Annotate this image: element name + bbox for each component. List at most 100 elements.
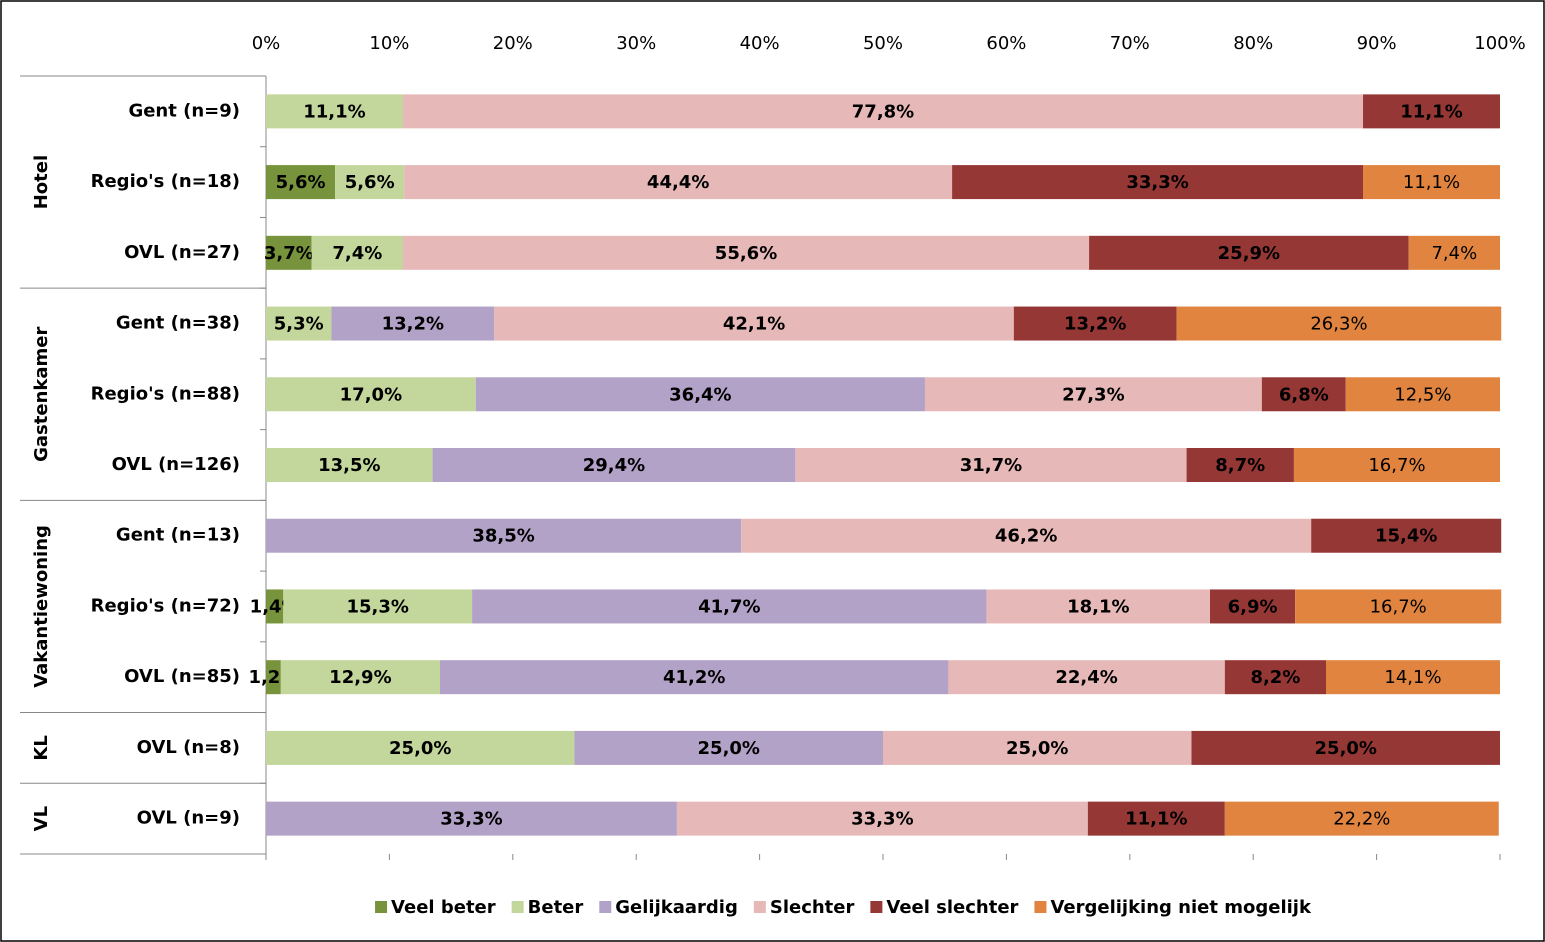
data-label: 13,2% <box>382 314 444 335</box>
y-tick-label: Regio's (n=72) <box>91 595 240 616</box>
bar-segment <box>404 165 953 200</box>
data-label: 33,3% <box>1126 172 1188 193</box>
x-tick-label: 0% <box>252 33 281 54</box>
group-label: VL <box>31 806 52 831</box>
bar-segment <box>1191 730 1500 765</box>
data-label: 77,8% <box>852 101 914 122</box>
bar-segment <box>1176 306 1502 341</box>
y-tick-label: Regio's (n=18) <box>91 171 240 192</box>
bar-segment <box>1089 235 1409 270</box>
group-label: KL <box>31 735 52 760</box>
data-label: 25,0% <box>389 738 451 759</box>
x-tick-label: 60% <box>986 33 1026 54</box>
bar-segment <box>335 165 405 200</box>
legend-item: Veel slechter <box>870 897 1019 918</box>
bar-segment <box>266 660 281 695</box>
bar-segment <box>1186 448 1294 482</box>
legend-swatch <box>511 901 524 913</box>
bar-segment <box>266 589 284 624</box>
x-tick-label: 50% <box>863 33 903 54</box>
data-label: 55,6% <box>715 243 777 264</box>
bar-segment <box>331 306 495 341</box>
legend-swatch <box>870 901 883 913</box>
bar-segment <box>1013 306 1177 341</box>
data-label: 5,3% <box>274 314 324 335</box>
bar-segment <box>432 448 796 482</box>
bar-segment <box>266 801 677 836</box>
data-label: 13,2% <box>1064 314 1126 335</box>
bar-segment <box>1261 377 1346 412</box>
legend-label: Beter <box>528 897 584 918</box>
bar-segment <box>883 730 1192 765</box>
data-label: 11,1% <box>1403 172 1460 193</box>
group-label: Hotel <box>31 155 52 209</box>
bar-segment <box>283 589 473 624</box>
bar-segment <box>266 94 403 129</box>
data-label: 7,4% <box>1431 243 1477 264</box>
bar-segment <box>311 235 403 270</box>
data-label: 15,4% <box>1375 526 1437 547</box>
bar-segment <box>266 235 312 270</box>
bar-segment <box>1087 801 1225 836</box>
bar-segment <box>439 660 949 695</box>
bar-segment <box>1326 660 1500 695</box>
data-label: 27,3% <box>1062 384 1124 405</box>
legend-swatch <box>1034 901 1047 913</box>
bar-segment <box>1363 165 1500 200</box>
data-label: 17,0% <box>340 384 402 405</box>
bar-segment <box>266 448 433 482</box>
data-label: 25,0% <box>1006 738 1068 759</box>
data-label: 22,2% <box>1333 809 1390 830</box>
y-tick-label: OVL (n=27) <box>124 242 240 263</box>
y-tick-label: OVL (n=85) <box>124 666 240 687</box>
legend-label: Gelijkaardig <box>615 897 738 918</box>
data-label: 46,2% <box>995 526 1057 547</box>
data-label: 33,3% <box>440 809 502 830</box>
data-label: 6,9% <box>1228 596 1278 617</box>
bar-segment <box>280 660 440 695</box>
data-label: 22,4% <box>1055 667 1117 688</box>
data-label: 42,1% <box>723 314 785 335</box>
legend-swatch <box>753 901 766 913</box>
x-tick-label: 90% <box>1357 33 1397 54</box>
bar-segment <box>494 306 1014 341</box>
bar-segment <box>266 165 336 200</box>
data-label: 7,4% <box>332 243 382 264</box>
data-label: 16,7% <box>1368 455 1425 476</box>
data-label: 12,5% <box>1394 384 1451 405</box>
data-label: 15,3% <box>346 596 408 617</box>
bar-segment <box>676 801 1088 836</box>
data-label: 16,7% <box>1370 596 1427 617</box>
legend-item: Vergelijking niet mogelijk <box>1034 897 1312 918</box>
data-label: 25,9% <box>1218 243 1280 264</box>
group-label: Gastenkamer <box>31 327 52 462</box>
bar-segment <box>924 377 1262 412</box>
y-tick-label: OVL (n=9) <box>137 808 240 829</box>
data-label: 25,0% <box>1315 738 1377 759</box>
bar-segment <box>574 730 883 765</box>
data-label: 13,5% <box>318 455 380 476</box>
bar-segment <box>402 94 1364 129</box>
data-label: 12,9% <box>329 667 391 688</box>
bar-segment <box>1293 448 1500 482</box>
bar-segment <box>402 235 1090 270</box>
y-tick-label: Gent (n=13) <box>116 525 240 546</box>
data-label: 6,8% <box>1279 384 1329 405</box>
x-tick-label: 70% <box>1110 33 1150 54</box>
data-label: 33,3% <box>851 809 913 830</box>
legend-label: Veel slechter <box>886 897 1018 918</box>
data-label: 5,6% <box>345 172 395 193</box>
data-label: 44,4% <box>647 172 709 193</box>
x-tick-label: 20% <box>493 33 533 54</box>
legend-item: Beter <box>511 897 584 918</box>
data-label: 11,1% <box>303 101 365 122</box>
bar-segment <box>952 165 1364 200</box>
y-tick-label: Gent (n=9) <box>128 100 240 121</box>
bar-segment <box>1224 801 1499 836</box>
data-label: 5,6% <box>276 172 326 193</box>
data-label: 8,7% <box>1215 455 1265 476</box>
data-label: 8,2% <box>1250 667 1300 688</box>
bar-segment <box>266 377 476 412</box>
data-label: 29,4% <box>583 455 645 476</box>
bar-segment <box>266 306 332 341</box>
